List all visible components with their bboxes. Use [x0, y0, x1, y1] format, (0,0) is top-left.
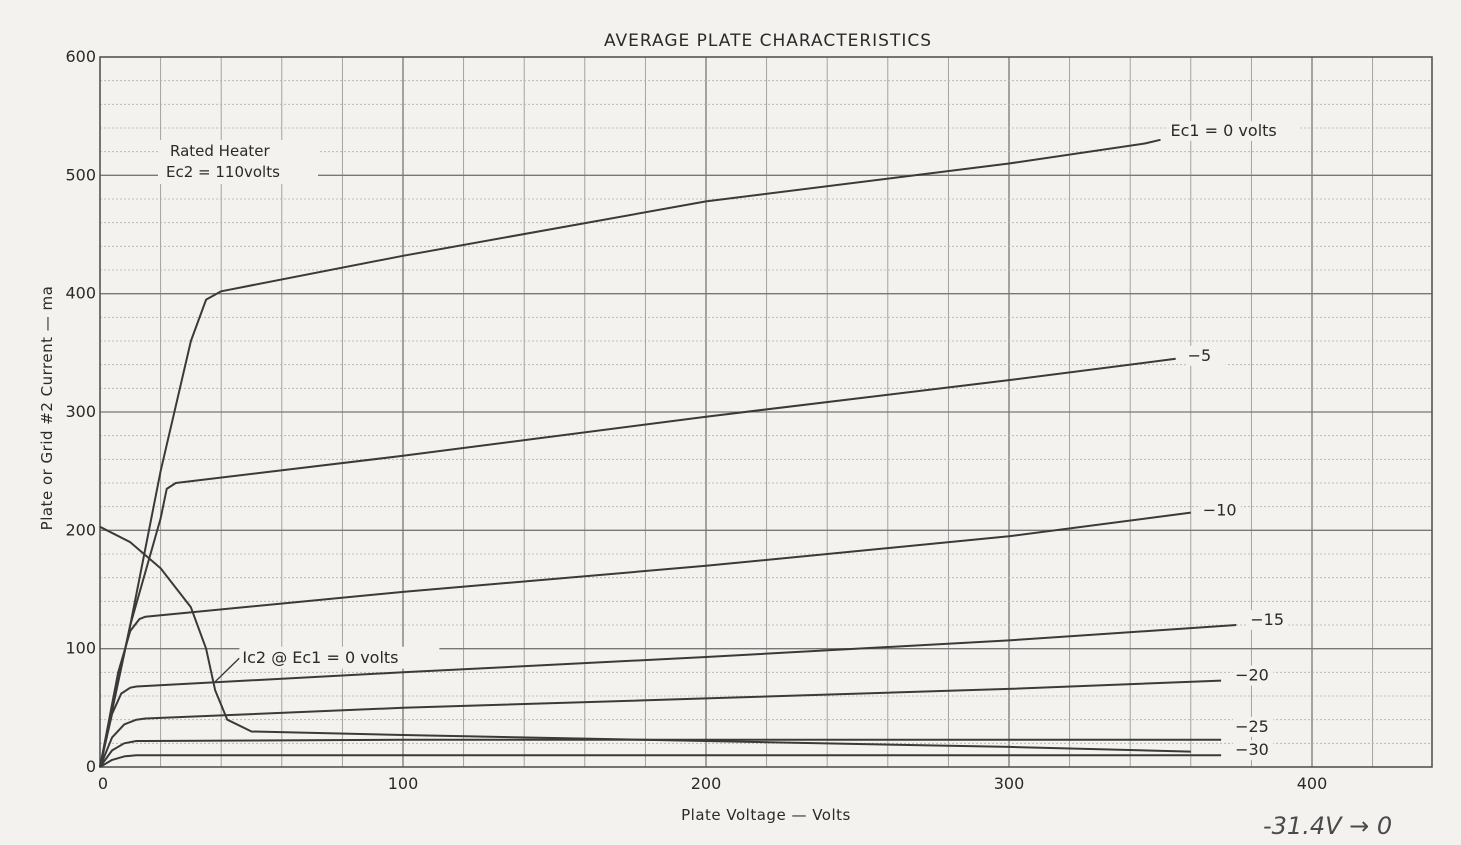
curve-label: −30	[1235, 740, 1269, 759]
conditions-box-bg	[158, 140, 318, 184]
y-tick-label: 100	[65, 639, 96, 658]
curve-line	[99, 738, 1222, 768]
x-tick-label: 200	[691, 774, 722, 793]
tick-labels: 0 100 200 300 400 0 100 200 300 400 500 600	[65, 47, 1327, 793]
curve-label: Ec1 = 0 volts	[1171, 121, 1277, 140]
curve-label-bg	[1248, 610, 1289, 630]
curve-label: −10	[1203, 501, 1237, 520]
curve-label-bg	[1233, 716, 1274, 737]
curve-line	[99, 525, 1191, 753]
curve-label: −25	[1235, 717, 1269, 736]
x-tick-label: 400	[1297, 774, 1328, 793]
curve-label: −20	[1235, 666, 1269, 685]
curves	[99, 138, 1237, 768]
y-tick-label: 400	[65, 284, 96, 303]
conditions-heater: Rated Heater	[170, 142, 270, 160]
x-axis-label: Plate Voltage — Volts	[681, 806, 851, 824]
y-tick-label: 600	[65, 47, 96, 66]
ic2-label-bg	[239, 646, 440, 669]
curve-line	[99, 138, 1161, 768]
y-tick-label: 200	[65, 520, 96, 539]
curve-line	[99, 357, 1176, 768]
plot-frame	[99, 56, 1433, 768]
curve-label-bg	[1233, 665, 1274, 686]
curve-labels: Ec1 = 0 volts −5 −10 −15 −20 −25 −30 Ic2 @ Ec1 …	[214, 120, 1299, 761]
x-tick-label: 0	[98, 774, 108, 793]
handwritten-note: -31.4V → 0	[1263, 812, 1392, 840]
ic2-label: Ic2 @ Ec1 = 0 volts	[242, 648, 398, 667]
y-tick-label: 300	[65, 402, 96, 421]
chart-title: AVERAGE PLATE CHARACTERISTICS	[604, 31, 932, 51]
curve-label-bg	[1185, 345, 1226, 366]
curve-label-bg	[1168, 120, 1299, 141]
conditions-ec2: Ec2 = 110volts	[166, 163, 280, 181]
curve-label-bg	[1200, 500, 1241, 521]
y-tick-label: 500	[65, 165, 96, 184]
x-tick-label: 300	[994, 774, 1025, 793]
curve-line	[99, 754, 1222, 768]
curve-line	[99, 511, 1191, 768]
curve-label: −15	[1250, 610, 1284, 629]
curve-label: −5	[1188, 346, 1212, 365]
y-tick-label: 0	[86, 757, 96, 776]
curve-line	[99, 679, 1222, 768]
curve-line	[99, 624, 1237, 768]
y-axis-label: Plate or Grid #2 Current — ma	[38, 286, 56, 531]
curve-label-bg	[1233, 740, 1274, 761]
x-tick-label: 100	[388, 774, 419, 793]
ic2-leader	[214, 657, 240, 683]
